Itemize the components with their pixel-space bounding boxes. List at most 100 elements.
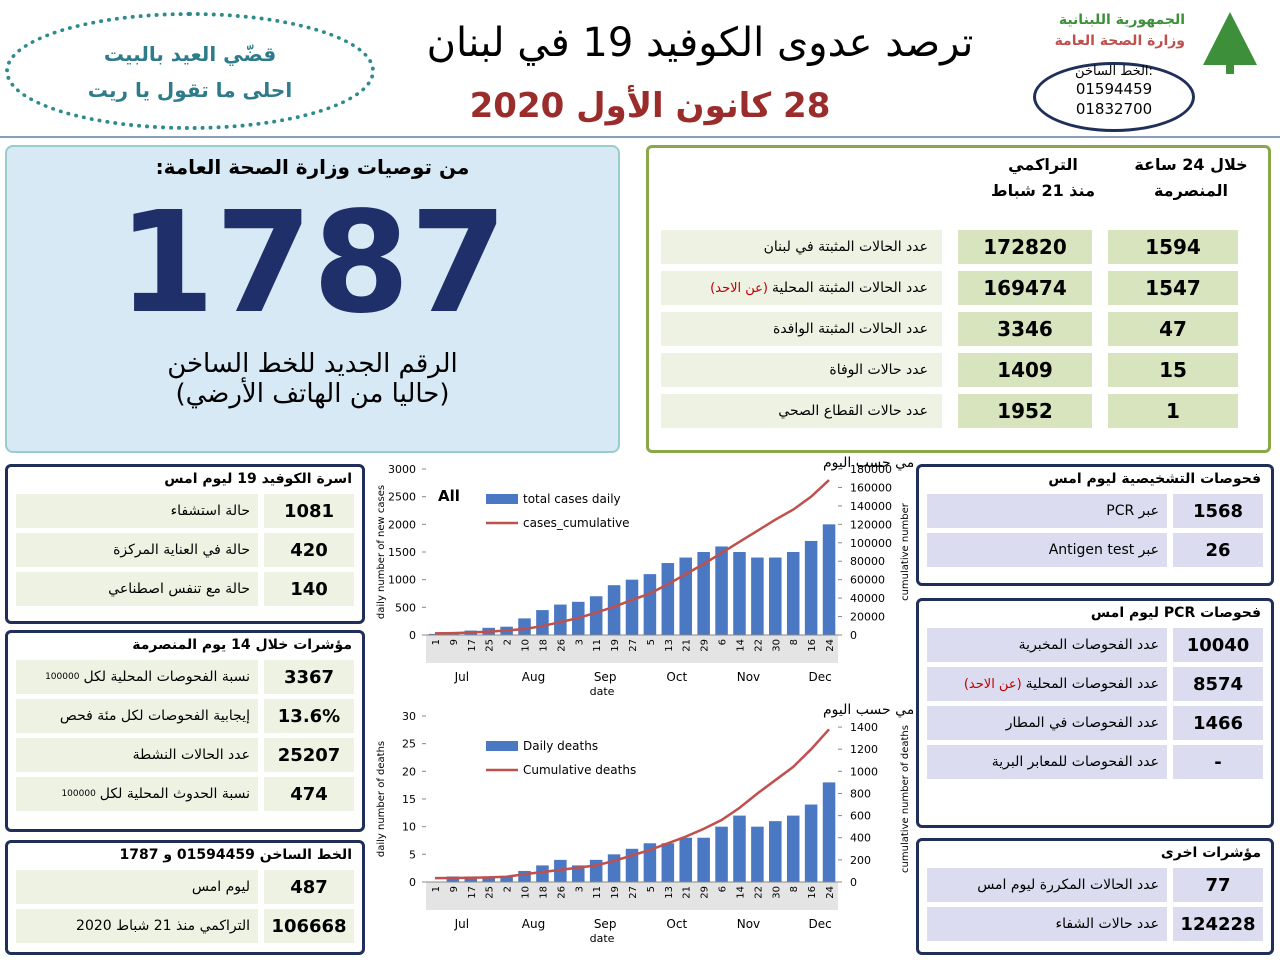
slogan-line: قضّي العيد بالبيت xyxy=(103,42,277,66)
hotline-heading: من توصيات وزارة الصحة العامة: xyxy=(155,155,470,179)
bar xyxy=(786,815,800,882)
y2-tick-label: 1000 xyxy=(850,765,878,778)
month-label: Sep xyxy=(594,917,617,931)
month-label: Nov xyxy=(737,917,760,931)
panel-row: عدد الفحوصات في المطار 1466 xyxy=(927,706,1263,740)
x-tick-label: 2 xyxy=(503,639,514,645)
row-note: 100000 xyxy=(45,672,80,682)
row-label: حالة في العناية المركزة xyxy=(113,542,250,558)
legend-label: Daily deaths xyxy=(523,739,598,753)
x-tick-label: 1 xyxy=(431,639,442,645)
x-tick-label: 17 xyxy=(467,639,478,652)
cumulative-header-line: التراكمي xyxy=(1008,155,1078,174)
row-label-cell: إيجابية الفحوصات لكل مئة فحص xyxy=(16,699,258,733)
y2-tick-label: 140000 xyxy=(850,500,892,513)
bar xyxy=(536,610,549,635)
bar xyxy=(822,782,836,882)
x-tick-label: 8 xyxy=(789,639,800,645)
row-label: عدد الفحوصات المخبرية xyxy=(1018,637,1159,653)
bar xyxy=(661,563,675,635)
bar xyxy=(804,540,818,635)
ministry-line2: وزارة الصحة العامة xyxy=(1054,33,1185,49)
row-label: عدد الحالات المثبتة المحلية xyxy=(772,280,928,296)
x-tick-label: 17 xyxy=(467,886,478,899)
x-tick-label: 22 xyxy=(753,639,764,652)
x-tick-label: 25 xyxy=(485,639,496,652)
month-label: Dec xyxy=(808,670,831,684)
row-value: 13.6% xyxy=(264,699,354,733)
row-label-cell: حالة مع تنفس اصطناعي xyxy=(16,572,258,606)
report-date: 28 كانون الأول 2020 xyxy=(469,86,831,126)
row-label-cell: ليوم امس xyxy=(16,870,258,904)
bar xyxy=(804,804,818,882)
month-label: Oct xyxy=(666,670,687,684)
x-tick-label: 11 xyxy=(592,886,603,899)
panel-row: عدد حالات الشفاء 124228 xyxy=(927,907,1263,941)
panel-title: الخط الساخن 01594459 و 1787 xyxy=(119,847,353,863)
row-note: (عن الاحد) xyxy=(963,676,1022,692)
bar xyxy=(679,837,693,882)
month-label: Aug xyxy=(522,917,545,931)
y2-tick-label: 20000 xyxy=(850,611,885,624)
x-tick-label: 21 xyxy=(682,886,693,899)
row-label-cell: التراكمي منذ 21 شباط 2020 xyxy=(16,909,258,943)
y-tick-label: 5 xyxy=(409,848,416,861)
bar xyxy=(751,557,764,635)
row-label: عدد الحالات المثبتة في لبنان xyxy=(763,239,928,255)
y2-tick-label: 100000 xyxy=(850,537,892,550)
panel-row: حالة في العناية المركزة 420 xyxy=(16,533,354,567)
x-tick-label: 6 xyxy=(718,639,729,645)
row-value: 140 xyxy=(264,572,354,606)
daily-header: خلال 24 ساعة المنصرمة xyxy=(1124,148,1258,223)
x-tick-label: 30 xyxy=(771,886,782,899)
chart-tag: All xyxy=(438,487,460,505)
y-tick-label: 2000 xyxy=(388,518,416,531)
logo-svg xyxy=(1203,12,1257,74)
hotline-stats-panel: الخط الساخن 01594459 و 1787 ليوم امس 487 ال… xyxy=(5,840,365,955)
month-label: Jul xyxy=(454,917,469,931)
bar xyxy=(536,865,549,882)
bar xyxy=(715,826,728,882)
row-label: عدد الحالات المكررة ليوم امس xyxy=(977,877,1159,893)
x-tick-label: 29 xyxy=(700,639,711,652)
bar xyxy=(733,815,746,882)
x-tick-label: 10 xyxy=(521,639,532,652)
x-tick-label: 18 xyxy=(538,639,549,652)
legend-swatch xyxy=(486,741,518,751)
row-value: - xyxy=(1173,745,1263,779)
panel-row: إيجابية الفحوصات لكل مئة فحص 13.6% xyxy=(16,699,354,733)
y2-tick-label: 120000 xyxy=(850,518,892,531)
month-label: Oct xyxy=(666,917,687,931)
y2-tick-label: 400 xyxy=(850,832,871,845)
panel-title: فحوصات التشخيصية ليوم امس xyxy=(1048,471,1261,487)
legend-label: Cumulative deaths xyxy=(523,763,636,777)
summary-row: عدد الحالات المثبتة الوافدة 3346 47 xyxy=(661,312,1238,346)
row-label-cell: عبر Antigen test xyxy=(927,533,1167,567)
row-value: 8574 xyxy=(1173,667,1263,701)
x-tick-label: 27 xyxy=(628,639,639,652)
y-tick-label: 15 xyxy=(402,793,416,806)
row-label: عدد حالات القطاع الصحي xyxy=(778,403,928,419)
bar xyxy=(571,865,585,882)
y2-tick-label: 180000 xyxy=(850,463,892,476)
row-label: عبر Antigen test xyxy=(1048,542,1159,558)
panel-row: حالة مع تنفس اصطناعي 140 xyxy=(16,572,354,606)
cumulative-value: 169474 xyxy=(958,271,1092,305)
x-tick-label: 9 xyxy=(449,639,460,645)
bar xyxy=(733,552,746,635)
x-tick-label: 6 xyxy=(718,886,729,892)
y2-tick-label: 40000 xyxy=(850,592,885,605)
x-tick-label: 14 xyxy=(735,639,746,652)
month-label: Dec xyxy=(808,917,831,931)
x-tick-label: 18 xyxy=(538,886,549,899)
summary-row: عدد الحالات المثبتة في لبنان 172820 1594 xyxy=(661,230,1238,264)
deaths-chart: توزيع عدد حالات الوفاة اليومي والتراكمي … xyxy=(376,702,913,945)
row-label-cell: عدد الفحوصات المحلية (عن الاحد) xyxy=(927,667,1167,701)
summary-label: عدد الحالات المثبتة المحلية (عن الاحد) xyxy=(661,271,942,305)
x-tick-label: 24 xyxy=(825,886,836,899)
row-label-cell: حالة في العناية المركزة xyxy=(16,533,258,567)
cedar-logo xyxy=(1195,10,1265,75)
panel-row: حالة استشفاء 1081 xyxy=(16,494,354,528)
x-tick-label: 22 xyxy=(753,886,764,899)
row-note: 100000 xyxy=(61,789,96,799)
